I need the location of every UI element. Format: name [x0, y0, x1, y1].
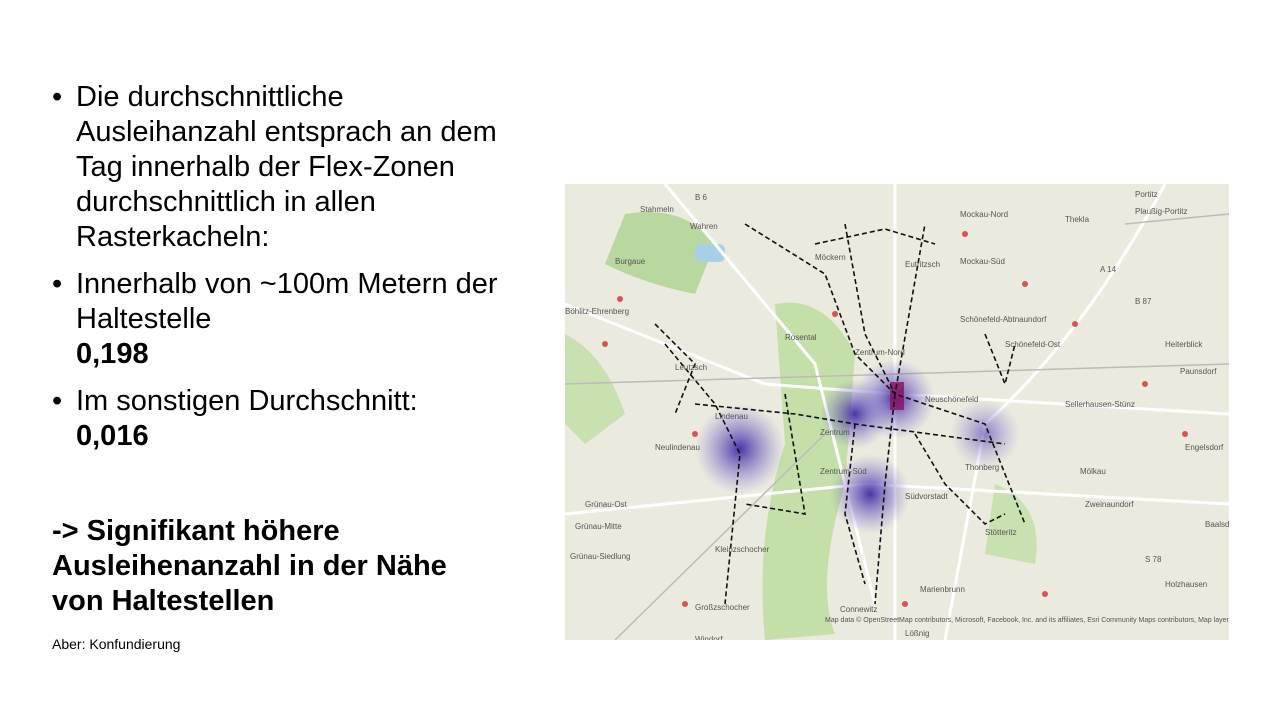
map-label: Schönefeld-Ost	[1005, 340, 1061, 349]
map: Stahmeln Wahren Burgaue Böhlitz-Ehrenberg Mö…	[565, 184, 1229, 640]
map-label: Eutritzsch	[905, 260, 940, 269]
map-label: Südvorstadt	[905, 492, 948, 501]
map-label: Plaußig-Portitz	[1135, 207, 1187, 216]
bullet-list: Die durchschnittliche Ausleihanzahl ents…	[52, 80, 522, 466]
map-label: Sellerhausen-Stünz	[1065, 400, 1135, 409]
map-label: Baalsdorf	[1205, 520, 1229, 529]
map-label: Thekla	[1065, 215, 1090, 224]
bullet: Im sonstigen Durchschnitt:0,016	[52, 384, 522, 454]
map-label: Neuschönefeld	[925, 395, 978, 404]
map-attribution: Map data © OpenStreetMap contributors, M…	[825, 616, 1229, 624]
map-label: Rosental	[785, 333, 817, 342]
map-label: Stahmeln	[640, 205, 674, 214]
map-label: Großzschocher	[695, 603, 750, 612]
map-label: Schönefeld-Abtnaundorf	[960, 315, 1047, 324]
map-label: Holzhausen	[1165, 580, 1207, 589]
map-label: S 78	[1145, 555, 1162, 564]
bullet: Innerhalb von ~100m Metern der Haltestel…	[52, 267, 522, 372]
map-label: Mockau-Süd	[960, 257, 1005, 266]
map-label: Grünau-Siedlung	[570, 552, 630, 561]
map-label: A 14	[1100, 265, 1117, 274]
map-label: Wahren	[690, 222, 718, 231]
map-label: Portitz	[1135, 190, 1158, 199]
map-label: Heiterblick	[1165, 340, 1203, 349]
bullet-value: 0,016	[76, 420, 149, 452]
map-label: Möckern	[815, 253, 846, 262]
bullet: Die durchschnittliche Ausleihanzahl ents…	[52, 80, 522, 255]
map-label: Mölkau	[1080, 467, 1106, 476]
map-label: B 6	[695, 193, 708, 202]
map-label: Mockau-Nord	[960, 210, 1008, 219]
conclusion: -> Signifikant höhere Ausleihenanzahl in…	[52, 515, 447, 617]
map-label: Engelsdorf	[1185, 443, 1224, 452]
map-label: Zentrum	[820, 428, 850, 437]
map-label: Lindenau	[715, 412, 748, 421]
map-label: Zweinaundorf	[1085, 500, 1134, 509]
map-label: Zentrum-Nord	[855, 348, 905, 357]
map-label: Windorf	[695, 635, 723, 640]
map-label: Leutzsch	[675, 363, 707, 372]
map-label: Lößnig	[905, 629, 929, 638]
map-label: Zentrum-Süd	[820, 467, 867, 476]
map-label: Kleinzschocher	[715, 545, 770, 554]
map-label: B 87	[1135, 297, 1152, 306]
map-label: Böhlitz-Ehrenberg	[565, 307, 629, 316]
map-label: Burgaue	[615, 257, 646, 266]
map-label: Stötteritz	[985, 528, 1017, 537]
bullet-text: Im sonstigen Durchschnitt:	[76, 385, 418, 417]
map-label: Marienbrunn	[920, 585, 965, 594]
bullet-text: Innerhalb von ~100m Metern der Haltestel…	[76, 268, 498, 335]
map-label: Thonberg	[965, 463, 999, 472]
bullet-value: 0,198	[76, 338, 149, 370]
map-label: Connewitz	[840, 605, 877, 614]
note: Aber: Konfundierung	[52, 636, 181, 652]
map-label: Paunsdorf	[1180, 367, 1217, 376]
map-label: Neulindenau	[655, 443, 700, 452]
map-label: Grünau-Mitte	[575, 522, 622, 531]
bullet-text: Die durchschnittliche Ausleihanzahl ents…	[76, 81, 497, 253]
map-label: Grünau-Ost	[585, 500, 628, 509]
